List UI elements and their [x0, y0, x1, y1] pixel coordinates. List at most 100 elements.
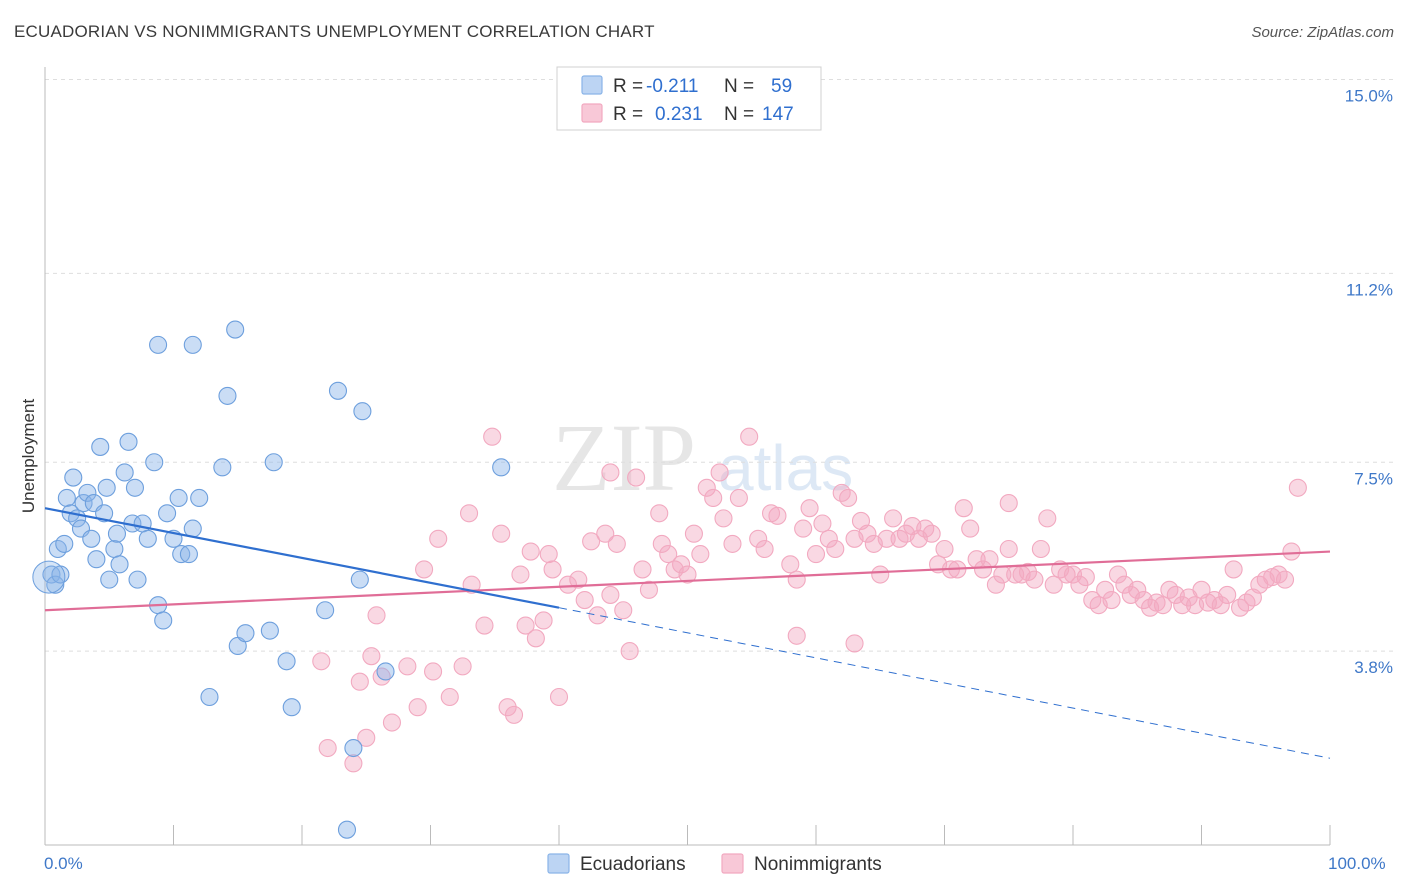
nonimmigrants-point-76 [877, 529, 896, 548]
ecuadorians-point-21 [110, 555, 129, 574]
legend-r-value-1: -0.211 [646, 76, 698, 97]
nonimmigrants-point-139 [1282, 542, 1301, 561]
trend-line-ecuadorians-extension [558, 607, 1331, 759]
bottom-legend-swatch-ecuadorians [547, 853, 570, 874]
legend-r-label-1: R = [613, 76, 643, 97]
y-tick-label-2: 11.2% [1346, 280, 1393, 299]
nonimmigrants-point-122 [1173, 596, 1192, 615]
nonimmigrants-point-95 [999, 539, 1018, 559]
nonimmigrants-point-93 [986, 575, 1005, 594]
nonimmigrants-point-24 [526, 629, 545, 648]
nonimmigrants-point-89 [961, 519, 980, 538]
watermark: ZIP atlas [552, 404, 853, 511]
nonimmigrants-point-26 [539, 545, 558, 564]
ecuadorians-point-53 [353, 402, 372, 421]
page-title: ECUADORIAN VS NONIMMIGRANTS UNEMPLOYMENT… [14, 22, 655, 41]
nonimmigrants-point-130 [1224, 560, 1243, 579]
nonimmigrants-point-27 [543, 560, 562, 579]
nonimmigrants-point-3 [350, 672, 369, 691]
ecuadorians-point-14 [87, 550, 106, 569]
nonimmigrants-point-52 [710, 463, 729, 482]
nonimmigrants-point-110 [1096, 580, 1115, 599]
trend-lines [44, 507, 1331, 759]
nonimmigrants-point-66 [813, 514, 832, 533]
ecuadorians-point-35 [172, 545, 191, 564]
nonimmigrants-point-25 [534, 611, 553, 630]
x-tick-label-min: 0.0% [44, 854, 83, 873]
nonimmigrants-point-42 [650, 504, 669, 523]
nonimmigrants-point-141 [511, 565, 530, 584]
ecuadorians-point-22 [115, 463, 134, 482]
ecuadorians-point-28 [138, 529, 157, 548]
legend-r-value-2: 0.231 [655, 104, 703, 125]
nonimmigrants-point-44 [659, 545, 678, 564]
nonimmigrants-point-29 [558, 575, 578, 594]
source-label: Source: ZipAtlas.com [1251, 24, 1394, 41]
ecuadorians-point-15 [91, 437, 110, 456]
nonimmigrants-point-5 [362, 647, 381, 666]
nonimmigrants-point-106 [1070, 575, 1089, 594]
nonimmigrants-point-115 [1128, 580, 1147, 599]
nonimmigrants-point-2 [344, 754, 363, 773]
ecuadorians-point-52 [350, 570, 369, 589]
bottom-legend-label-nonimmigrants: Nonimmigrants [754, 854, 882, 875]
ecuadorians-point-32 [158, 504, 177, 523]
nonimmigrants-point-61 [781, 555, 800, 574]
trend-line-nonimmigrants [44, 550, 1331, 612]
ecuadorians-point-25 [125, 478, 144, 497]
nonimmigrants-point-6 [367, 606, 386, 625]
legend-n-label-1: N = [724, 76, 754, 97]
ecuadorians-point-50 [337, 820, 357, 839]
bottom-legend-label-ecuadorians: Ecuadorians [580, 854, 686, 875]
ecuadorians-point-26 [128, 570, 147, 589]
ecuadorians-point-57 [183, 335, 202, 354]
nonimmigrants-point-104 [1057, 565, 1076, 584]
legend-swatch-nonimmigrants [581, 103, 603, 123]
nonimmigrants-point-138 [1275, 570, 1295, 589]
nonimmigrants-point-57 [749, 529, 768, 548]
nonimmigrants-point-73 [858, 524, 877, 543]
ecuadorians-point-18 [100, 570, 119, 589]
bottom-legend-swatch-nonimmigrants [721, 853, 744, 874]
nonimmigrants-point-70 [839, 488, 858, 508]
nonimmigrants-point-49 [691, 545, 710, 564]
nonimmigrants-point-4 [357, 728, 376, 747]
ecuadorians-point-38 [190, 488, 209, 508]
y-tick-label-0: 3.8% [1354, 658, 1393, 677]
series-ecuadorians [32, 320, 511, 839]
bottom-legend: Ecuadorians Nonimmigrants [547, 853, 882, 875]
ecuadorians-point-16 [95, 504, 114, 523]
nonimmigrants-point-32 [582, 532, 601, 551]
nonimmigrants-point-13 [429, 529, 448, 548]
nonimmigrants-point-107 [1076, 568, 1095, 587]
nonimmigrants-point-100 [1031, 539, 1050, 559]
ecuadorians-point-58 [226, 320, 245, 339]
nonimmigrants-point-37 [614, 601, 633, 620]
ecuadorians-point-45 [264, 453, 283, 472]
nonimmigrants-point-8 [382, 713, 402, 732]
nonimmigrants-point-144 [845, 634, 864, 653]
legend-n-label-2: N = [724, 104, 754, 125]
x-ticks [44, 825, 1331, 845]
nonimmigrants-point-88 [954, 499, 973, 518]
ecuadorians-point-43 [236, 624, 255, 643]
nonimmigrants-point-54 [723, 534, 742, 553]
nonimmigrants-point-48 [684, 524, 703, 543]
nonimmigrants-point-65 [806, 545, 826, 564]
nonimmigrants-point-98 [1018, 562, 1038, 582]
nonimmigrants-point-40 [633, 560, 652, 579]
nonimmigrants-point-91 [973, 560, 993, 579]
nonimmigrants-point-34 [596, 524, 615, 543]
nonimmigrants-point-30 [569, 570, 588, 589]
trend-line-ecuadorians [44, 507, 560, 609]
ecuadorians-point-cluster [32, 560, 66, 594]
ecuadorians-point-12 [82, 529, 101, 548]
ecuadorians-point-23 [119, 432, 138, 451]
nonimmigrants-point-17 [475, 616, 494, 635]
ecuadorians-point-27 [133, 514, 152, 533]
nonimmigrants-point-28 [549, 687, 569, 707]
nonimmigrants-point-99 [1025, 570, 1044, 589]
ecuadorians-point-39 [200, 687, 219, 707]
ecuadorians-point-44 [260, 621, 279, 640]
nonimmigrants-point-145 [459, 504, 479, 523]
